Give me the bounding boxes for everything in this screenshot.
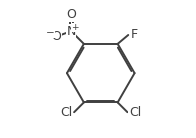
Text: −: −	[46, 28, 55, 38]
Text: Cl: Cl	[61, 106, 73, 119]
Text: Cl: Cl	[129, 106, 141, 119]
Text: +: +	[71, 23, 79, 32]
Text: N: N	[66, 25, 76, 38]
Text: F: F	[131, 28, 138, 42]
Text: O: O	[66, 8, 76, 21]
Text: O: O	[51, 30, 61, 43]
